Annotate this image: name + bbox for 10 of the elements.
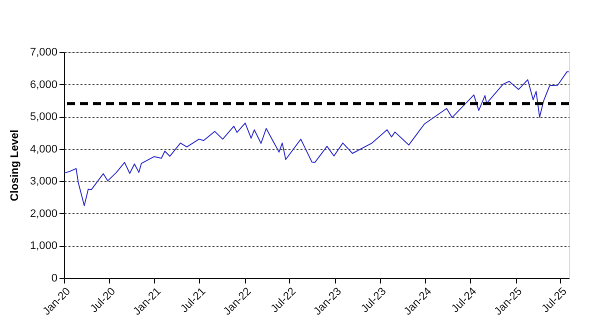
y-tick-label: 4,000 bbox=[30, 143, 58, 156]
y-tick-label: 0 bbox=[51, 272, 58, 284]
y-tick-label: 6,000 bbox=[30, 78, 58, 91]
y-tick-label: 3,000 bbox=[30, 176, 58, 188]
y-tick-label: 5,000 bbox=[30, 111, 58, 124]
y-tick-label: 1,000 bbox=[30, 240, 58, 252]
y-tick-label: 2,000 bbox=[30, 208, 58, 220]
line-series bbox=[64, 71, 570, 206]
y-axis-title: Closing Level bbox=[8, 130, 21, 202]
y-tick-label: 7,000 bbox=[30, 46, 58, 58]
